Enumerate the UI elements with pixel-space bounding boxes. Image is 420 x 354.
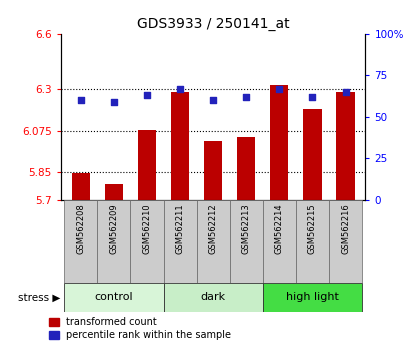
Point [77, 97, 84, 103]
Bar [296, 200, 329, 283]
Legend: transformed count, percentile rank within the sample: transformed count, percentile rank withi… [49, 317, 231, 341]
Text: GSM562210: GSM562210 [142, 203, 152, 254]
Bar [303, 109, 322, 200]
Bar [171, 92, 189, 200]
Bar [105, 184, 123, 200]
Bar [163, 283, 263, 312]
Bar [263, 283, 362, 312]
Text: high light: high light [286, 292, 339, 302]
Bar [64, 200, 97, 283]
Point [177, 86, 184, 91]
Text: GSM562214: GSM562214 [275, 203, 284, 254]
Text: GSM562209: GSM562209 [109, 203, 118, 254]
Bar [138, 130, 156, 200]
Point [243, 94, 249, 100]
Text: dark: dark [201, 292, 226, 302]
Point [309, 94, 316, 100]
Point [110, 99, 117, 105]
Bar [72, 173, 90, 200]
Point [210, 97, 217, 103]
Text: control: control [94, 292, 133, 302]
Text: GSM562212: GSM562212 [209, 203, 218, 254]
Title: GDS3933 / 250141_at: GDS3933 / 250141_at [137, 17, 289, 31]
Text: stress ▶: stress ▶ [18, 292, 60, 302]
Text: GSM562213: GSM562213 [242, 203, 251, 254]
Bar [237, 137, 255, 200]
Bar [263, 200, 296, 283]
Bar [329, 200, 362, 283]
Text: GSM562208: GSM562208 [76, 203, 85, 254]
Text: GSM562211: GSM562211 [176, 203, 184, 254]
Bar [64, 283, 163, 312]
Bar [204, 141, 222, 200]
Bar [336, 92, 354, 200]
Bar [230, 200, 263, 283]
Bar [97, 200, 130, 283]
Bar [270, 85, 289, 200]
Bar [163, 200, 197, 283]
Point [276, 86, 283, 91]
Point [144, 92, 150, 98]
Text: GSM562215: GSM562215 [308, 203, 317, 254]
Bar [197, 200, 230, 283]
Point [342, 89, 349, 95]
Bar [130, 200, 163, 283]
Text: GSM562216: GSM562216 [341, 203, 350, 254]
